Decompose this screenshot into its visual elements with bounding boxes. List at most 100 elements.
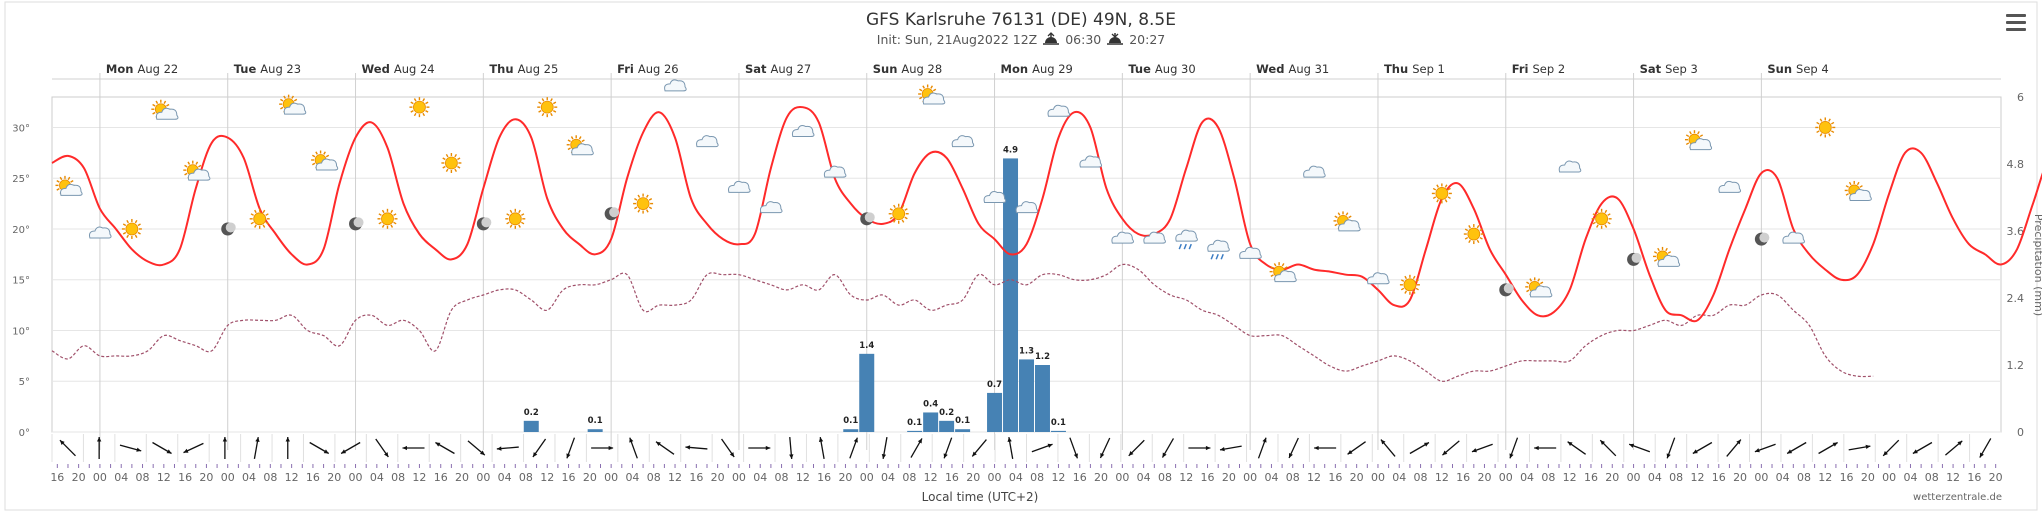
wind-arrow xyxy=(496,446,519,451)
cloud-icon xyxy=(1367,272,1390,285)
sun-icon xyxy=(505,208,526,229)
moon-icon xyxy=(1627,252,1642,266)
x-tick-label: 08 xyxy=(647,471,661,484)
x-tick-label: 12 xyxy=(412,471,426,484)
y-tick-label-right: 1.2 xyxy=(2007,359,2025,372)
cloud-icon xyxy=(728,180,751,193)
x-tick-label: 00 xyxy=(604,471,618,484)
hamburger-menu-icon[interactable] xyxy=(2006,14,2026,32)
chart-title: GFS Karlsruhe 76131 (DE) 49N, 8.5E xyxy=(865,10,1176,30)
x-tick-label: 04 xyxy=(1903,471,1917,484)
x-tick-label: 04 xyxy=(1137,471,1151,484)
precip-bar xyxy=(1019,359,1034,432)
wind-arrow xyxy=(375,438,389,458)
sun-cloud-icon xyxy=(311,150,339,171)
x-tick-label: 04 xyxy=(1520,471,1534,484)
wind-arrow xyxy=(435,441,455,455)
day-label: Tue Aug 23 xyxy=(234,62,301,76)
x-tick-label: 12 xyxy=(924,471,938,484)
y-tick-label-left: 20° xyxy=(12,225,30,236)
precip-bar xyxy=(907,430,923,432)
sun-cloud-icon xyxy=(1333,211,1361,232)
sunrise-icon xyxy=(1043,32,1060,45)
x-tick-label: 00 xyxy=(221,471,235,484)
y-tick-label-left: 15° xyxy=(12,276,30,287)
wind-arrow xyxy=(119,444,142,452)
wind-arrow xyxy=(222,437,228,459)
x-tick-label: 16 xyxy=(1584,471,1598,484)
sun-icon xyxy=(1431,183,1452,204)
x-tick-label: 04 xyxy=(625,471,639,484)
day-label: Wed Aug 24 xyxy=(362,62,435,76)
y-tick-label-right: 3.6 xyxy=(2007,225,2025,238)
x-tick-label: 20 xyxy=(199,471,213,484)
wind-arrow xyxy=(629,437,638,459)
x-tick-label: 20 xyxy=(1989,471,2003,484)
precip-bar xyxy=(843,429,859,432)
y-tick-label-right: 2.4 xyxy=(2007,292,2025,305)
wind-arrow xyxy=(1031,443,1053,453)
x-tick-label: 12 xyxy=(1307,471,1321,484)
x-tick-label: 16 xyxy=(689,471,703,484)
precip-label: 4.9 xyxy=(1003,145,1018,155)
wind-arrow xyxy=(685,445,708,450)
cloud-icon xyxy=(664,79,687,92)
wind-arrow xyxy=(1219,445,1242,452)
chart-header: GFS Karlsruhe 76131 (DE) 49N, 8.5E Init:… xyxy=(0,10,2042,47)
cloud-icon xyxy=(983,191,1007,204)
wind-arrow xyxy=(340,441,361,455)
sun-cloud-icon xyxy=(1844,180,1872,201)
x-tick-label: 20 xyxy=(455,471,469,484)
x-tick-label: 16 xyxy=(945,471,959,484)
sun-icon xyxy=(1591,208,1612,229)
precip-label: 0.1 xyxy=(588,416,603,426)
wind-arrow xyxy=(849,437,858,459)
x-tick-label: 04 xyxy=(1648,471,1662,484)
day-label: Sun Sep 4 xyxy=(1767,62,1828,76)
wind-arrow xyxy=(1442,440,1460,456)
y-tick-label-right: 6 xyxy=(2017,91,2024,104)
sun-cloud-icon xyxy=(55,175,83,196)
wind-arrow xyxy=(1347,441,1366,455)
moon-icon xyxy=(476,217,492,231)
x-tick-label: 04 xyxy=(242,471,256,484)
sunset-time: 20:27 xyxy=(1129,32,1166,47)
x-tick-label: 16 xyxy=(50,471,64,484)
x-tick-label: 16 xyxy=(1967,471,1981,484)
moon-icon xyxy=(1499,283,1514,297)
sunset-icon xyxy=(1107,33,1124,45)
wind-arrow xyxy=(402,445,425,451)
x-tick-label: 12 xyxy=(1435,471,1449,484)
x-tick-label: 16 xyxy=(1840,471,1854,484)
x-tick-label: 12 xyxy=(1051,471,1065,484)
precip-label: 0.7 xyxy=(987,380,1002,390)
wind-arrow xyxy=(1534,445,1557,451)
sun-icon xyxy=(888,203,909,224)
temperature-line xyxy=(51,105,2042,323)
x-tick-label: 16 xyxy=(1328,471,1342,484)
wind-arrow xyxy=(971,439,987,457)
x-tick-label: 04 xyxy=(498,471,512,484)
wind-arrow xyxy=(532,438,547,458)
x-tick-label: 04 xyxy=(1264,471,1278,484)
day-label: Thu Aug 25 xyxy=(489,62,558,76)
wind-arrow xyxy=(1007,437,1014,459)
cloud-icon xyxy=(823,165,847,178)
wind-arrow xyxy=(1979,438,1992,458)
day-label: Tue Aug 30 xyxy=(1128,62,1195,76)
x-tick-label: 16 xyxy=(434,471,448,484)
x-tick-label: 20 xyxy=(838,471,852,484)
day-label: Mon Aug 29 xyxy=(1001,62,1073,76)
wind-arrow xyxy=(1257,437,1267,459)
y-tick-label-left: 0° xyxy=(19,428,30,439)
precip-label: 0.2 xyxy=(939,408,954,418)
x-tick-label: 12 xyxy=(1179,471,1193,484)
sun-icon xyxy=(121,218,142,239)
x-tick-label: 00 xyxy=(860,471,874,484)
day-label: Sat Sep 3 xyxy=(1640,62,1698,76)
cloud-icon xyxy=(1079,155,1103,168)
x-tick-label: 20 xyxy=(327,471,341,484)
x-tick-label: 16 xyxy=(817,471,831,484)
day-label: Mon Aug 22 xyxy=(106,62,178,76)
precip-label: 0.1 xyxy=(955,416,970,426)
